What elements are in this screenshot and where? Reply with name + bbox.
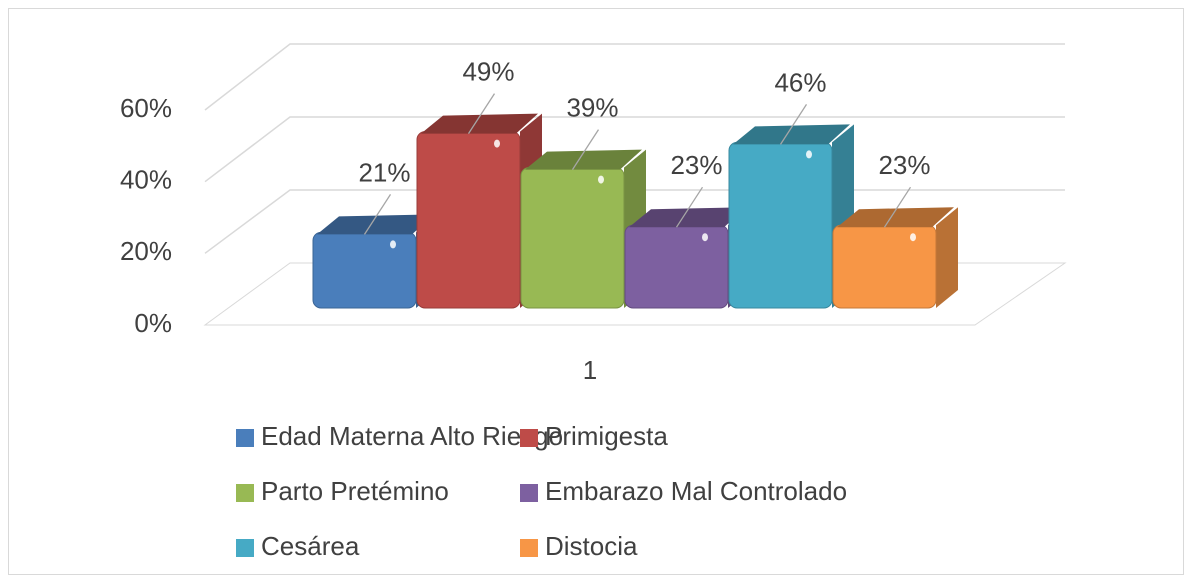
y-tick-label: 60% — [120, 93, 172, 123]
bar-top — [317, 214, 434, 235]
bar-highlight — [910, 233, 916, 242]
legend-label: Distocia — [545, 531, 638, 561]
leader-line — [363, 194, 392, 235]
bar — [624, 224, 729, 309]
bar-highlight — [806, 150, 812, 159]
legend-swatch — [520, 484, 538, 502]
y-tick-label: 20% — [120, 236, 172, 266]
legend-swatch — [520, 539, 538, 557]
legend-label: Embarazo Mal Controlado — [545, 476, 847, 506]
data-label: 49% — [462, 56, 514, 86]
data-label: 23% — [878, 150, 930, 180]
bar-top — [733, 124, 850, 145]
legend-swatch — [236, 429, 254, 447]
y-tick-label: 0% — [134, 308, 172, 338]
bar — [832, 224, 937, 309]
bar — [312, 231, 417, 309]
x-tick-label: 1 — [583, 355, 597, 385]
legend-label: Edad Materna Alto Riesgo — [261, 421, 563, 451]
legend-swatch — [236, 539, 254, 557]
legend-label: Parto Pretémino — [261, 476, 449, 506]
bar-top — [525, 149, 642, 170]
bar — [416, 131, 521, 309]
bar-side — [936, 207, 958, 308]
grid-line — [204, 116, 1065, 183]
legend-label: Primigesta — [545, 421, 668, 451]
y-tick-label: 40% — [120, 165, 172, 195]
legend-label: Cesárea — [261, 531, 360, 561]
bar-top — [421, 113, 538, 134]
leader-line — [883, 186, 912, 228]
legend-swatch — [236, 484, 254, 502]
grid-line — [204, 43, 1065, 111]
bar-highlight — [702, 233, 708, 242]
data-label: 23% — [670, 150, 722, 180]
leader-line — [571, 129, 600, 170]
bar-top — [629, 207, 746, 228]
data-label: 46% — [774, 67, 826, 97]
leader-line — [779, 104, 808, 145]
bar-highlight — [598, 175, 604, 184]
leader-line — [675, 186, 704, 228]
legend-swatch — [520, 429, 538, 447]
leader-line — [467, 93, 496, 134]
bar-top — [837, 207, 954, 228]
bar — [520, 167, 625, 309]
bar-highlight — [494, 139, 500, 148]
data-label: 21% — [358, 157, 410, 187]
bar-highlight — [390, 240, 396, 249]
data-label: 39% — [566, 92, 618, 122]
bar — [728, 141, 833, 309]
